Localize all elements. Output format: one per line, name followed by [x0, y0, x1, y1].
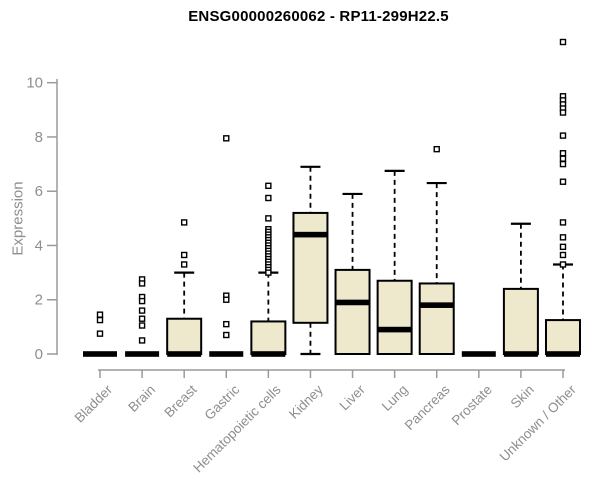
outlier-point-pancreas: [433, 145, 440, 153]
outlier-point-brain: [138, 337, 146, 344]
outlier-point-bladder: [96, 311, 104, 318]
outlier-point-unknown-other: [559, 132, 567, 139]
outlier-point-gastric: [223, 135, 230, 142]
outlier-point-breast: [180, 261, 188, 268]
box-liver: [334, 268, 371, 355]
outlier-point-unknown-other: [559, 160, 567, 168]
outlier-point-gastric: [223, 331, 230, 339]
y-tick-label: 8: [35, 129, 43, 146]
box-unknown-other: [544, 319, 581, 355]
outlier-point-unknown-other: [559, 109, 567, 116]
outlier-point-unknown-other: [559, 261, 567, 268]
outlier-point-brain: [138, 280, 146, 287]
outlier-point-unknown-other: [559, 251, 567, 259]
median-bar-bladder: [83, 351, 117, 357]
median-bar-hematopoietic-cells: [251, 351, 286, 357]
median-bar-liver: [335, 299, 370, 306]
outlier-point-unknown-other: [559, 243, 567, 251]
outlier-point-brain: [138, 315, 146, 322]
y-tick-label: 0: [35, 346, 43, 363]
outlier-point-unknown-other: [559, 178, 567, 185]
chart-title: ENSG00000260062 - RP11-299H22.5: [188, 8, 449, 25]
outlier-point-hematopoietic-cells: [265, 194, 272, 202]
outlier-point-hematopoietic-cells: [265, 215, 272, 222]
median-bar-brain: [125, 351, 160, 357]
outlier-point-hematopoietic-cells: [265, 269, 272, 276]
outlier-point-gastric: [223, 296, 230, 303]
outlier-point-unknown-other: [559, 38, 567, 46]
box-lung: [376, 279, 413, 355]
outlier-point-brain: [138, 297, 146, 305]
outlier-point-brain: [138, 322, 146, 329]
box-kidney: [292, 211, 329, 324]
outlier-point-gastric: [223, 320, 230, 328]
median-bar-lung: [377, 326, 412, 333]
y-tick-label: 2: [35, 292, 43, 309]
outlier-point-unknown-other: [559, 150, 567, 157]
y-tick-label: 4: [35, 237, 43, 254]
median-bar-unknown-other: [545, 351, 580, 357]
outlier-point-unknown-other: [559, 234, 567, 241]
box-skin: [502, 287, 539, 355]
outlier-point-brain: [138, 307, 146, 314]
outlier-point-bladder: [96, 316, 104, 324]
median-bar-breast: [167, 351, 202, 357]
box-hematopoietic-cells: [250, 320, 287, 355]
box-breast: [166, 317, 203, 355]
median-bar-kidney: [293, 231, 328, 238]
outlier-point-breast: [180, 251, 188, 259]
y-tick-label: 10: [26, 75, 43, 92]
outlier-point-breast: [180, 219, 188, 226]
outlier-point-bladder: [96, 330, 104, 337]
median-bar-prostate: [461, 351, 496, 357]
outlier-point-unknown-other: [559, 155, 567, 162]
outlier-point-unknown-other: [559, 219, 567, 226]
median-bar-skin: [503, 351, 538, 357]
y-tick-label: 6: [35, 183, 43, 200]
median-bar-gastric: [209, 351, 244, 357]
median-bar-pancreas: [419, 302, 454, 308]
outlier-point-hematopoietic-cells: [265, 182, 272, 189]
box-pancreas: [418, 282, 455, 356]
